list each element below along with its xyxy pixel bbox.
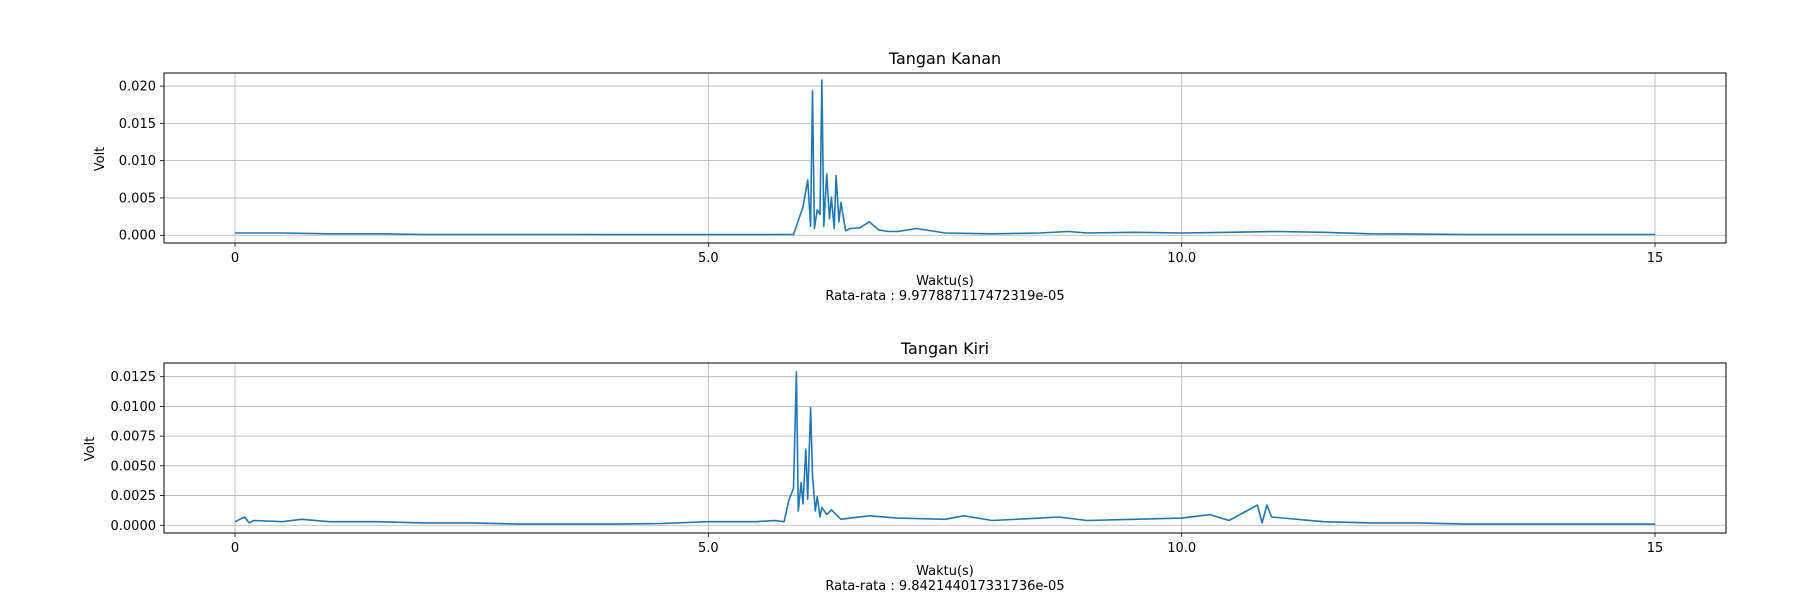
plot-frame [163,362,1727,534]
x-tick-label: 0 [231,251,239,266]
y-tick-label: 0.010 [119,154,156,169]
y-tick-label: 0.0050 [111,459,157,474]
x-axis-label: Waktu(s) [916,274,974,289]
chart-tangan-kanan: Tangan Kanan Waktu(s) Rata-rata : 9.9778… [93,49,1727,304]
x-tick-label: 10.0 [1167,251,1196,266]
x-tick-label: 0 [231,541,239,556]
y-tick-label: 0.0100 [111,400,157,415]
y-tick-label: 0.020 [119,80,156,95]
y-axis-label: Volt [93,147,108,172]
y-tick-label: 0.0125 [111,370,157,385]
plot-frame [163,72,1727,244]
x-tick-label: 5.0 [698,251,719,266]
chart-caption: Rata-rata : 9.977887117472319e-05 [825,289,1064,304]
y-tick-label: 0.0075 [111,430,157,445]
y-tick-label: 0.000 [119,229,156,244]
chart-tangan-kiri: Tangan Kiri Waktu(s) Rata-rata : 9.84214… [83,339,1727,594]
chart-title: Tangan Kiri [900,339,989,358]
series-line [234,371,1655,525]
y-tick-label: 0.015 [119,117,156,132]
chart-title: Tangan Kanan [888,49,1001,68]
x-tick-label: 15 [1647,541,1664,556]
series-line [235,79,1655,236]
chart-caption: Rata-rata : 9.842144017331736e-05 [825,579,1064,594]
x-axis-label: Waktu(s) [916,564,974,579]
x-tick-label: 15 [1647,251,1664,266]
x-tick-label: 5.0 [698,541,719,556]
x-tick-label: 10.0 [1167,541,1196,556]
y-tick-label: 0.005 [119,191,156,206]
y-tick-label: 0.0000 [111,519,157,534]
y-axis-label: Volt [83,437,98,462]
y-tick-label: 0.0025 [111,489,157,504]
